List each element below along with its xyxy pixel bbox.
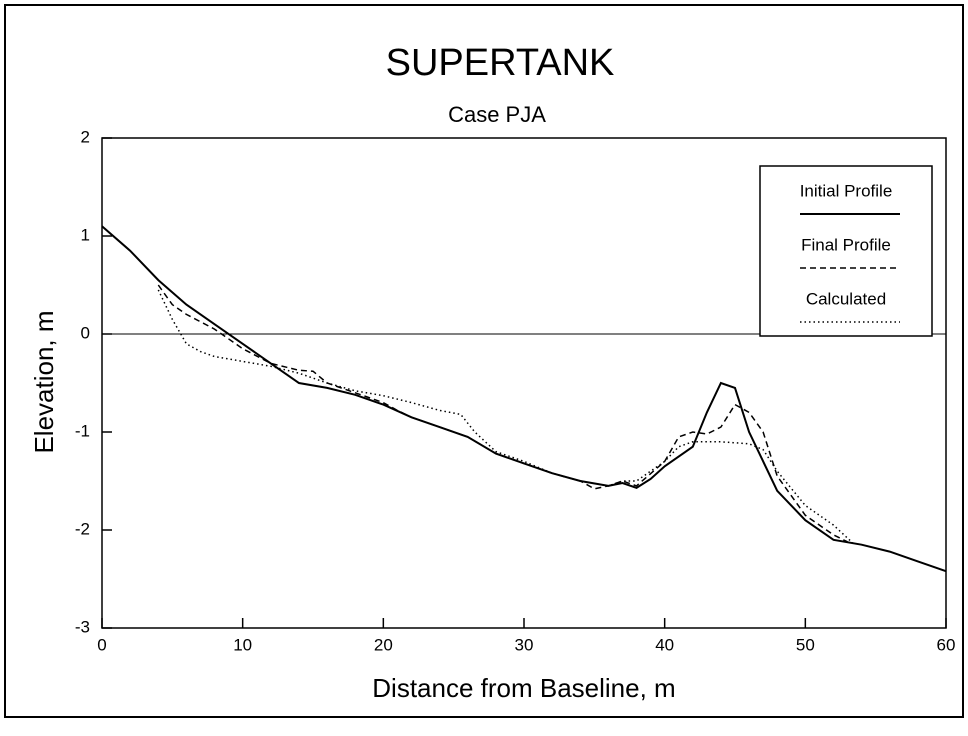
- legend-box: [759, 165, 933, 337]
- legend-label: Initial Profile: [800, 181, 893, 200]
- x-axis-label: Distance from Baseline, m: [372, 673, 675, 703]
- x-tick-label: 20: [374, 635, 393, 654]
- series-line: [157, 284, 848, 543]
- y-tick-label: 0: [81, 323, 90, 342]
- x-tick-label: 50: [796, 635, 815, 654]
- chart-subtitle: Case PJA: [448, 102, 546, 127]
- y-tick-label: -1: [75, 421, 90, 440]
- chart-title: SUPERTANK: [386, 42, 615, 84]
- legend-label: Calculated: [806, 289, 886, 308]
- legend-label: Final Profile: [801, 235, 891, 254]
- series-line: [157, 289, 856, 546]
- y-axis-label: Elevation, m: [29, 310, 59, 453]
- y-tick-label: 2: [81, 127, 90, 146]
- y-tick-label: -2: [75, 519, 90, 538]
- x-tick-label: 30: [515, 635, 534, 654]
- frame: [4, 4, 964, 718]
- y-tick-label: -3: [75, 617, 90, 636]
- x-tick-label: 0: [97, 635, 106, 654]
- y-tick-label: 1: [81, 225, 90, 244]
- x-tick-label: 40: [655, 635, 674, 654]
- x-tick-label: 60: [937, 635, 956, 654]
- x-tick-label: 10: [233, 635, 252, 654]
